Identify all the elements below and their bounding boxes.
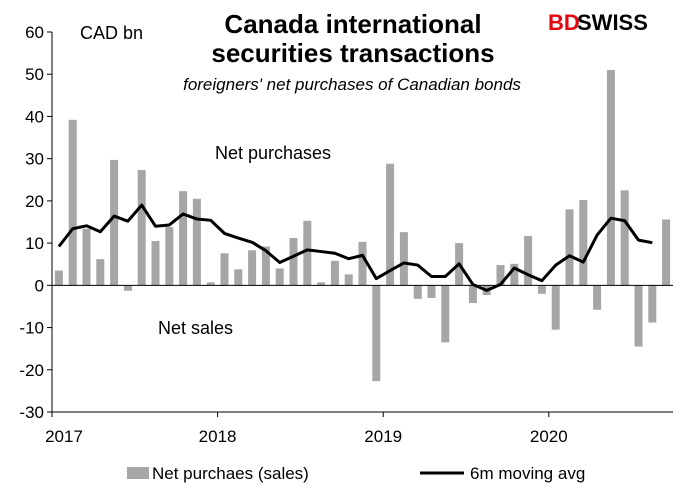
y-tick-label: 40 [25,107,44,126]
legend-swatch-bars [127,467,149,479]
bar [648,285,657,323]
bar [137,170,146,286]
bar [330,260,339,286]
bar [220,253,229,286]
bar [537,285,546,294]
bar [441,285,450,343]
bar [317,282,326,286]
bar [496,265,505,286]
x-tick-label: 2017 [45,427,83,446]
y-tick-label: -20 [19,361,44,380]
bar [662,219,671,286]
legend: Net purchaes (sales) 6m moving avg [127,464,585,483]
logo-text-swiss: SWISS [577,10,648,35]
bar [606,70,615,286]
annotation-net-sales: Net sales [158,318,233,338]
bar [565,209,574,286]
x-tick-label: 2018 [199,427,237,446]
bar [289,238,298,286]
logo-text-bd: BD [548,10,580,35]
x-axis-ticks: 2017 2018 2019 2020 [45,412,568,446]
bar [579,200,588,286]
y-tick-label: 30 [25,150,44,169]
bar [620,190,629,286]
bar [399,232,408,286]
bar [234,269,243,286]
bar [110,159,119,286]
y-tick-label: 60 [25,23,44,42]
bar [303,220,312,286]
bar [510,263,519,286]
y-tick-label: 50 [25,65,44,84]
bar [96,259,105,286]
x-tick-label: 2019 [364,427,402,446]
legend-label-bars: Net purchaes (sales) [152,464,309,483]
y-axis-unit-label: CAD bn [80,23,143,43]
y-axis-ticks: -30 -20 -10 0 10 20 30 40 50 60 [19,23,52,422]
bar [82,228,91,286]
bar [344,274,353,286]
bar [358,241,367,286]
bar [123,285,132,291]
bar [179,191,188,286]
bar [427,285,436,298]
annotation-net-purchases: Net purchases [215,143,331,163]
bar [206,282,215,286]
x-tick-label: 2020 [530,427,568,446]
bar [165,227,174,286]
bar [261,246,270,286]
bar [372,285,381,382]
bar [68,119,77,286]
bar [524,235,533,286]
bar [192,198,201,286]
y-tick-label: -30 [19,403,44,422]
chart-subtitle: foreigners' net purchases of Canadian bo… [183,75,521,94]
bdswiss-logo: BD SWISS [548,10,648,35]
bar [386,163,395,286]
bar [54,270,63,286]
bar [151,241,160,286]
bar [413,285,422,299]
bar [593,285,602,310]
y-tick-label: -10 [19,319,44,338]
y-tick-label: 0 [35,276,44,295]
chart-title-line-1: Canada international [224,9,481,39]
y-tick-label: 10 [25,234,44,253]
chart-title-line-2: securities transactions [211,38,494,68]
bar [248,250,257,286]
bar-series [54,70,671,382]
bar [468,285,477,304]
bar [275,268,284,286]
moving-average-line [57,203,653,292]
legend-label-line: 6m moving avg [470,464,585,483]
y-tick-label: 20 [25,192,44,211]
bar [634,285,643,347]
bar [551,285,560,330]
